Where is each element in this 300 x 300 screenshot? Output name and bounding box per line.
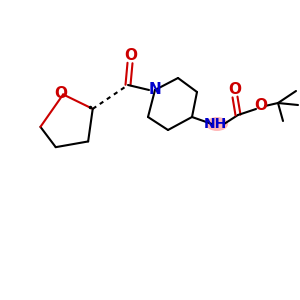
Text: N: N xyxy=(148,82,161,97)
Text: O: O xyxy=(124,47,137,62)
Text: NH: NH xyxy=(203,117,226,131)
Ellipse shape xyxy=(206,117,228,131)
Text: O: O xyxy=(55,86,68,101)
Text: O: O xyxy=(229,82,242,97)
Text: O: O xyxy=(254,98,268,113)
